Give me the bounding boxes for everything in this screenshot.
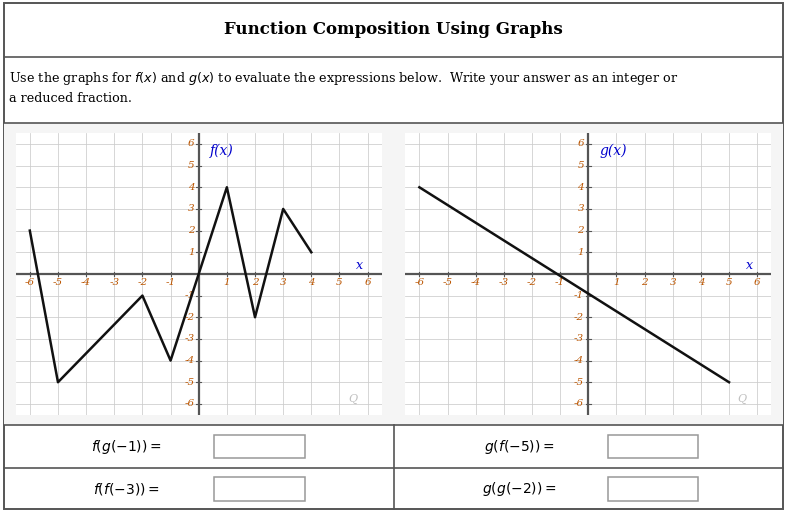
Text: -4: -4: [81, 278, 91, 287]
Text: 5: 5: [578, 161, 584, 170]
Text: -2: -2: [138, 278, 147, 287]
Text: -6: -6: [184, 399, 194, 409]
Text: 1: 1: [224, 278, 230, 287]
Text: 3: 3: [188, 204, 194, 214]
Text: 5: 5: [726, 278, 733, 287]
Text: -4: -4: [184, 356, 194, 365]
Text: 6: 6: [188, 139, 194, 148]
Text: -5: -5: [53, 278, 63, 287]
Text: 3: 3: [280, 278, 286, 287]
Text: -1: -1: [555, 278, 565, 287]
Text: -3: -3: [574, 334, 584, 344]
Text: 1: 1: [188, 248, 194, 257]
Text: -6: -6: [574, 399, 584, 409]
Text: 6: 6: [364, 278, 371, 287]
Text: $f(f(-3)) =$: $f(f(-3)) =$: [93, 481, 159, 497]
Text: Q: Q: [737, 394, 747, 404]
Text: x: x: [357, 259, 364, 271]
Text: 1: 1: [578, 248, 584, 257]
Text: g(x): g(x): [600, 144, 627, 158]
Text: -5: -5: [574, 378, 584, 387]
Text: -5: -5: [442, 278, 453, 287]
Text: 4: 4: [308, 278, 315, 287]
Text: -4: -4: [471, 278, 481, 287]
Text: $f(g(-1)) =$: $f(g(-1)) =$: [91, 438, 161, 456]
Bar: [608, 477, 699, 501]
Text: x: x: [746, 259, 753, 271]
Text: -6: -6: [24, 278, 35, 287]
Text: 3: 3: [670, 278, 676, 287]
Text: -5: -5: [184, 378, 194, 387]
Bar: [608, 435, 699, 459]
Text: 2: 2: [252, 278, 258, 287]
Text: $g(g(-2)) =$: $g(g(-2)) =$: [482, 480, 556, 498]
Text: 6: 6: [578, 139, 584, 148]
Text: 5: 5: [188, 161, 194, 170]
Text: -4: -4: [574, 356, 584, 365]
Text: 2: 2: [641, 278, 648, 287]
Text: 4: 4: [188, 183, 194, 192]
Text: 6: 6: [754, 278, 760, 287]
Text: -3: -3: [109, 278, 120, 287]
Text: -2: -2: [527, 278, 537, 287]
Bar: [214, 477, 305, 501]
Text: $g(f(-5)) =$: $g(f(-5)) =$: [484, 438, 555, 456]
Text: 2: 2: [578, 226, 584, 235]
Bar: [4, 123, 783, 425]
Text: f(x): f(x): [210, 144, 234, 158]
Text: -1: -1: [574, 291, 584, 300]
Text: Q: Q: [348, 394, 357, 404]
Text: -1: -1: [184, 291, 194, 300]
Text: 3: 3: [578, 204, 584, 214]
Text: 2: 2: [188, 226, 194, 235]
Text: Function Composition Using Graphs: Function Composition Using Graphs: [224, 22, 563, 38]
Bar: [214, 435, 305, 459]
Text: -2: -2: [574, 313, 584, 322]
Text: -3: -3: [499, 278, 509, 287]
Text: -3: -3: [184, 334, 194, 344]
Text: -2: -2: [184, 313, 194, 322]
Text: 4: 4: [697, 278, 704, 287]
Text: 5: 5: [336, 278, 343, 287]
Text: Use the graphs for $\mathit{f(x)}$ and $\mathit{g(x)}$ to evaluate the expressio: Use the graphs for $\mathit{f(x)}$ and $…: [9, 70, 678, 105]
Text: 1: 1: [613, 278, 619, 287]
Text: -6: -6: [414, 278, 424, 287]
Text: 4: 4: [578, 183, 584, 192]
Text: -1: -1: [165, 278, 176, 287]
